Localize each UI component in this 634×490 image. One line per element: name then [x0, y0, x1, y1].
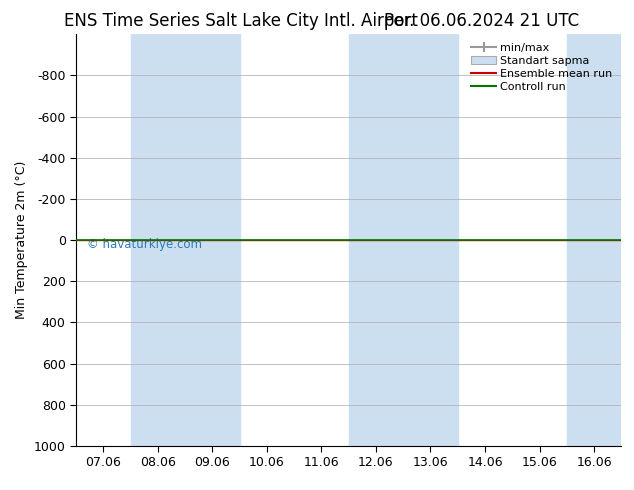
- Bar: [349, 34, 458, 446]
- Bar: [567, 34, 627, 446]
- Text: ENS Time Series Salt Lake City Intl. Airport: ENS Time Series Salt Lake City Intl. Air…: [64, 12, 418, 30]
- Bar: [131, 34, 240, 446]
- Legend: min/max, Standart sapma, Ensemble mean run, Controll run: min/max, Standart sapma, Ensemble mean r…: [468, 40, 616, 95]
- Text: © havaturkiye.com: © havaturkiye.com: [87, 238, 202, 251]
- Y-axis label: Min Temperature 2m (°C): Min Temperature 2m (°C): [15, 161, 29, 319]
- Text: Per. 06.06.2024 21 UTC: Per. 06.06.2024 21 UTC: [384, 12, 579, 30]
